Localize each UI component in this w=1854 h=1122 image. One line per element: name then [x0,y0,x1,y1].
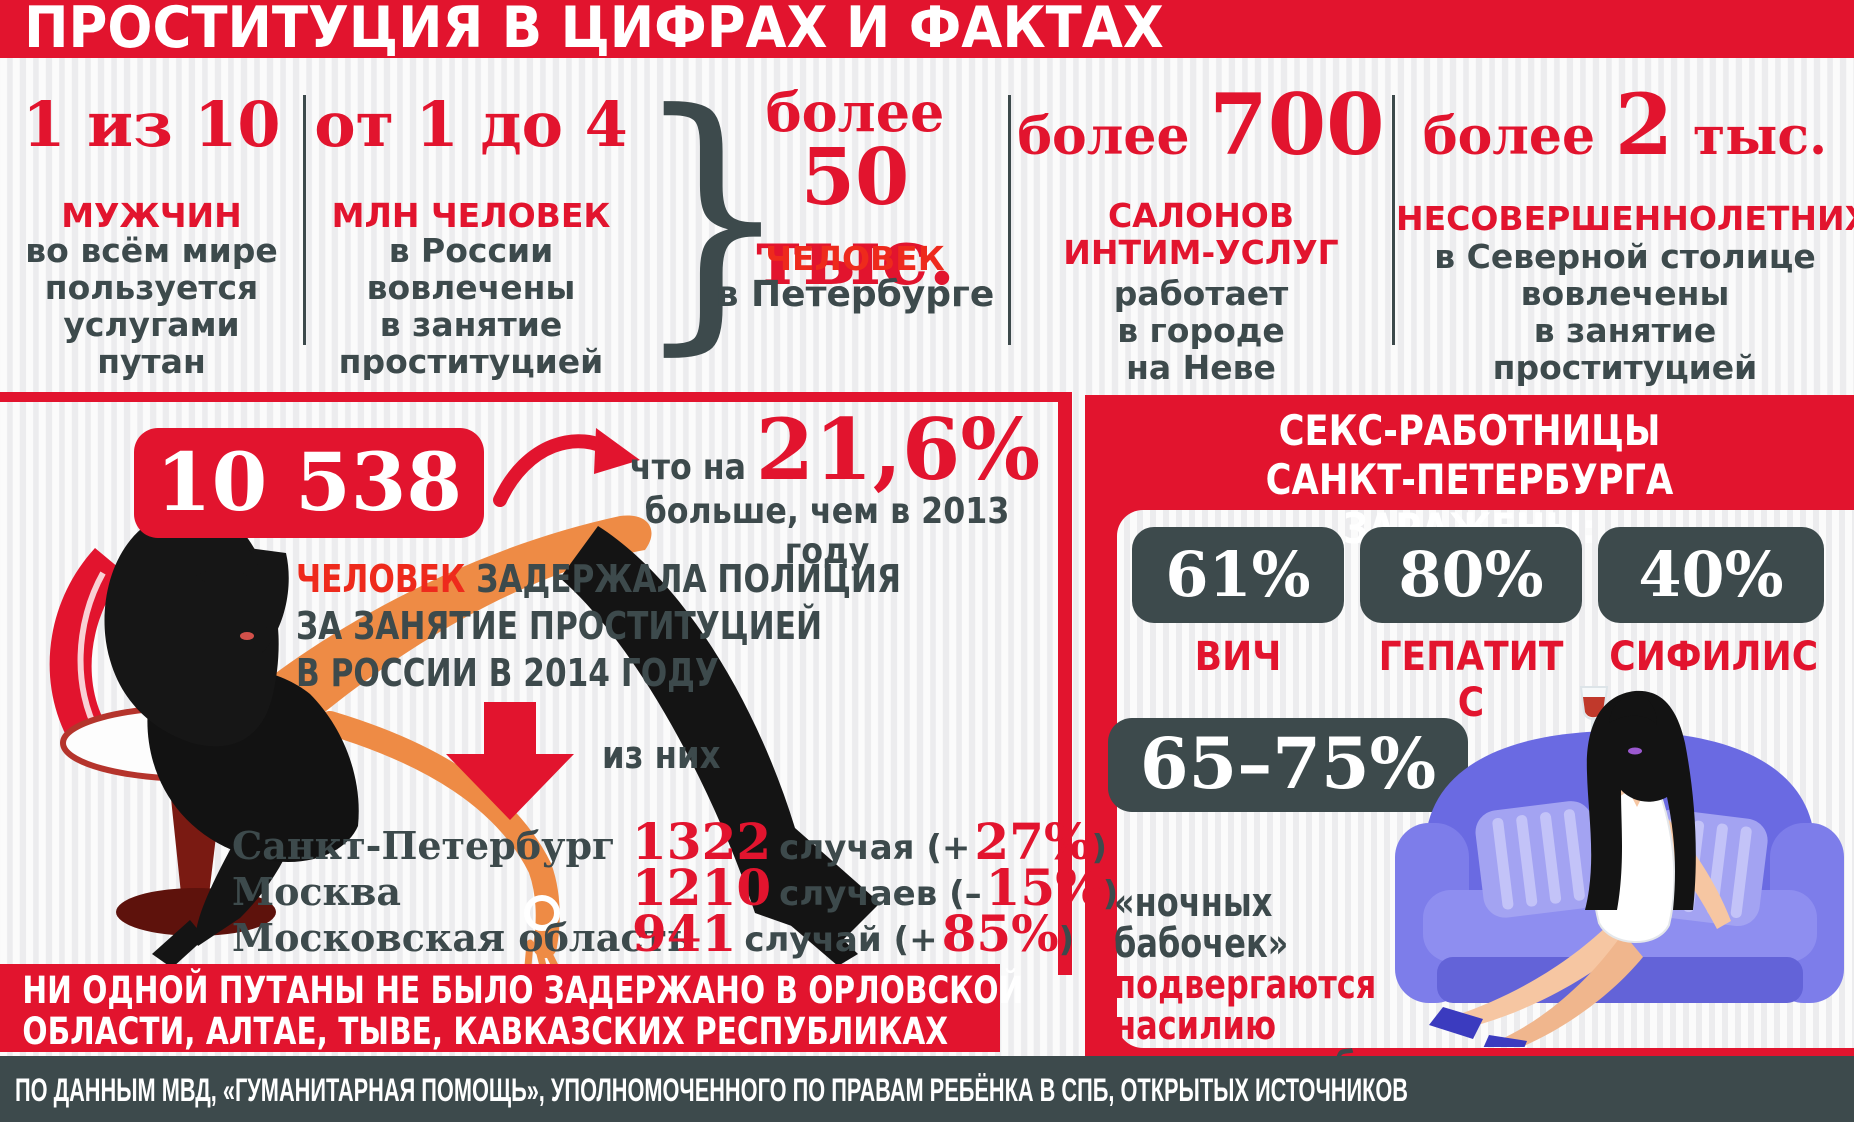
couch-pillow [1475,801,1601,918]
title-bar: ПРОСТИТУЦИЯ В ЦИФРАХ И ФАКТАХ [0,0,1854,58]
arrests-count-badge: 10 538 [134,428,484,538]
increase-prefix: что на [629,447,746,488]
city-unit: случая (+ [779,828,971,868]
stat-value-3a: более [765,80,945,144]
increase-value: 21,6% [755,400,1041,499]
city-number: 1322 [632,812,772,871]
stat-label-3: ЧЕЛОВЕК [765,239,945,278]
curved-arrow-icon [493,428,640,507]
stat-value-4: более 700 [1012,83,1390,169]
city-row: Москва 1210 случаев (–15%) [232,858,1118,917]
infection-label-hiv: ВИЧ [1194,634,1282,680]
panel-border-right [1058,392,1072,975]
arrests-statement: ЧЕЛОВЕК ЗАДЕРЖАЛА ПОЛИЦИЯ ЗА ЗАНЯТИЕ ПРО… [296,556,901,697]
statement-line1: ЗАДЕРЖАЛА ПОЛИЦИЯ [476,557,901,601]
city-name: Санкт-Петербург [232,823,616,868]
stat-value-5-suffix: тыс. [1692,106,1828,167]
column-divider [1008,95,1011,345]
curly-brace: } [632,55,793,379]
infection-label-syphilis: СИФИЛИС [1609,634,1819,680]
stat-desc-4: работает в городе на Неве [1113,274,1289,387]
seated-woman-illustration [49,509,880,970]
stat-label-5: НЕСОВЕРШЕННОЛЕТНИХ [1396,199,1854,238]
stat-desc-3: в Петербурге [715,274,995,315]
of-them-label: из них [602,733,721,777]
infection-badge-hepatitis: 80% [1360,527,1582,623]
sources-footer-text: ПО ДАННЫМ МВД, «ГУМАНИТАРНАЯ ПОМОЩЬ», УП… [14,1072,1409,1108]
violence-percent-badge: 65–75% [1108,718,1468,812]
panel-border-top [0,392,1072,402]
infection-badge-syphilis: 40% [1598,527,1824,623]
column-divider [303,95,306,345]
stat-label-2: МЛН ЧЕЛОВЕК [331,196,611,235]
city-close-paren: ) [1091,828,1108,868]
increase-block: что на 21,6% больше, чем в 2013 году [592,408,1062,572]
stat-label-4: САЛОНОВ ИНТИМ-УСЛУГ [1063,196,1339,272]
city-row: Санкт-Петербург 1322 случая (+27%) [232,812,1107,871]
stat-desc-5: в Северной столице вовлечены в занятие п… [1434,237,1816,387]
city-percent: 15% [985,858,1103,917]
city-percent: 85% [941,904,1059,963]
infection-label-hepatitis: ГЕПАТИТ С [1378,634,1564,726]
stat-value-5: более 2 тыс. [1396,83,1854,169]
stat-value-4-big: 700 [1209,75,1385,174]
statement-line3: В РОССИИ В 2014 ГОДУ [296,651,719,695]
violence-text: «ночных бабочек» подвергаются насилию во… [1114,842,1426,1088]
city-percent: 27% [974,812,1092,871]
city-number: 941 [632,904,737,963]
column-divider [1392,95,1395,345]
no-arrests-banner-text: НИ ОДНОЙ ПУТАНЫ НЕ БЫЛО ЗАДЕРЖАНО В ОРЛО… [22,969,1024,1053]
no-arrests-banner: НИ ОДНОЙ ПУТАНЫ НЕ БЫЛО ЗАДЕРЖАНО В ОРЛО… [0,964,1024,1053]
city-name: Москва [232,869,402,914]
infection-badge-hiv: 61% [1132,527,1344,623]
city-unit: случаев (– [779,874,982,914]
city-number: 1210 [632,858,772,917]
statement-highlight: ЧЕЛОВЕК [296,557,466,601]
page-title: ПРОСТИТУЦИЯ В ЦИФРАХ И ФАКТАХ [24,0,1164,61]
violence-text-dark1: «ночных бабочек» [1114,880,1289,967]
down-arrow-icon [446,702,574,820]
stat-value-2: от 1 до 4 [314,88,628,161]
stat-value-5-prefix: более [1422,106,1596,167]
sources-footer: ПО ДАННЫМ МВД, «ГУМАНИТАРНАЯ ПОМОЩЬ», УП… [0,1056,1854,1122]
stat-value-3b: 50 тыс. [754,132,956,303]
stat-label-1: МУЖЧИН [61,196,242,235]
city-close-paren: ) [1102,874,1119,914]
city-name: Московская область [232,915,693,960]
city-unit: случай (+ [744,920,938,960]
increase-suffix: больше, чем в 2013 году [644,491,1010,572]
statement-line2: ЗА ЗАНЯТИЕ ПРОСТИТУЦИЕЙ [296,604,823,648]
stat-value-1: 1 из 10 [22,88,281,161]
city-close-paren: ) [1058,920,1075,960]
stat-desc-2: в России вовлечены в занятие проституцие… [338,231,604,381]
stat-value-4-prefix: более [1017,106,1190,167]
stat-desc-1: во всём мире пользуется услугами путан [25,231,278,381]
city-row: Московская область941 случай (+85%) [232,904,1074,963]
couch-woman-illustration [1395,686,1844,1047]
violence-text-red: подвергаются насилию [1114,962,1377,1049]
stat-value-5-big: 2 [1614,75,1674,174]
